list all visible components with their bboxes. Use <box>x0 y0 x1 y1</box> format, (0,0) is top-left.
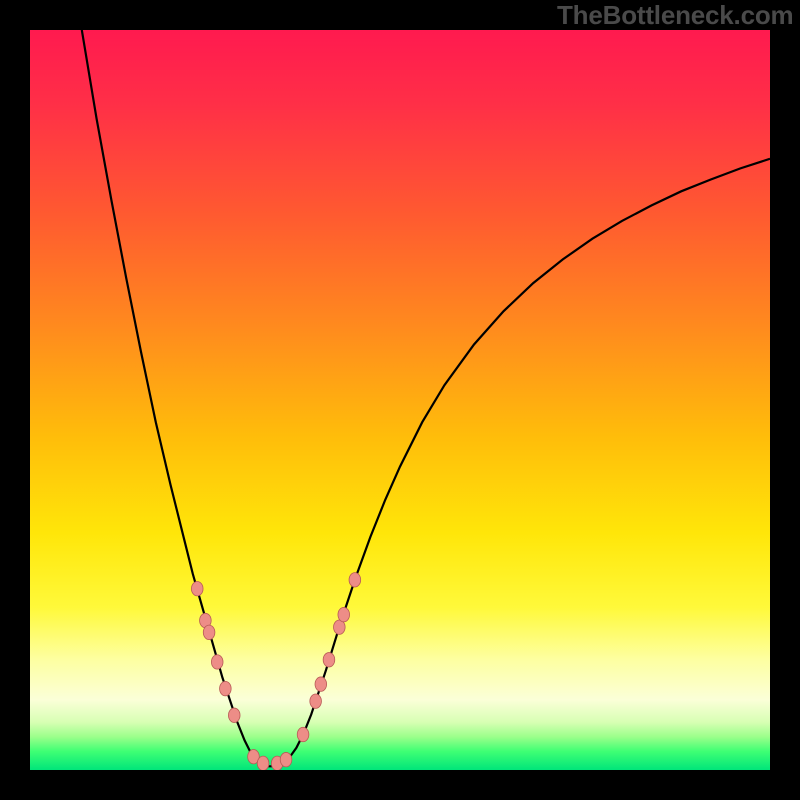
watermark-text: TheBottleneck.com <box>557 0 793 31</box>
data-marker <box>280 752 292 766</box>
data-marker <box>297 727 309 741</box>
data-marker <box>220 681 232 695</box>
data-marker <box>338 607 350 621</box>
bottleneck-curve-chart <box>0 0 800 800</box>
gradient-background <box>30 30 770 770</box>
data-marker <box>310 694 322 708</box>
data-marker <box>349 573 361 587</box>
data-marker <box>203 625 215 639</box>
data-marker <box>191 582 203 596</box>
data-marker <box>257 756 269 770</box>
data-marker <box>323 653 335 667</box>
data-marker <box>211 655 223 669</box>
data-marker <box>228 708 240 722</box>
data-marker <box>315 677 327 691</box>
chart-canvas: TheBottleneck.com <box>0 0 800 800</box>
